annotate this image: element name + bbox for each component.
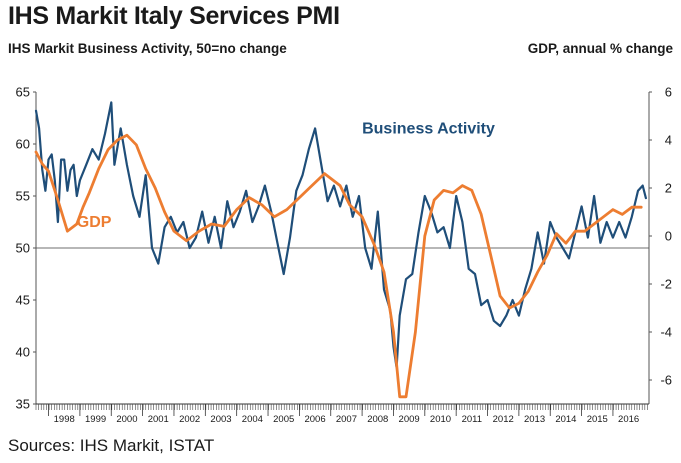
source-note: Sources: IHS Markit, ISTAT xyxy=(8,436,215,455)
chart-title: IHS Markit Italy Services PMI xyxy=(8,2,340,30)
year-label: 2010 xyxy=(430,414,451,425)
year-label: 2004 xyxy=(242,414,263,425)
year-label: 2002 xyxy=(179,414,200,425)
left-tick-label: 35 xyxy=(16,397,30,412)
year-label: 2007 xyxy=(336,414,357,425)
year-label: 2012 xyxy=(493,414,514,425)
year-label: 2003 xyxy=(210,414,231,425)
left-axis-title: IHS Markit Business Activity, 50=no chan… xyxy=(8,41,287,56)
year-label: 2013 xyxy=(524,414,545,425)
year-label: 2005 xyxy=(273,414,294,425)
left-tick-label: 45 xyxy=(16,293,30,308)
right-tick-label: -4 xyxy=(660,325,672,340)
right-tick-label: 4 xyxy=(665,133,672,148)
right-tick-label: -2 xyxy=(660,277,672,292)
right-tick-label: 6 xyxy=(665,85,672,100)
year-label: 2011 xyxy=(462,414,482,425)
series-labels: Business Activity GDP xyxy=(77,121,495,232)
left-tick-label: 40 xyxy=(16,345,30,360)
year-label: 2001 xyxy=(148,414,169,425)
year-label: 2015 xyxy=(587,414,608,425)
year-label: 2009 xyxy=(399,414,420,425)
year-label: 2008 xyxy=(367,414,388,425)
right-tick-label: 0 xyxy=(665,229,672,244)
year-label: 1998 xyxy=(54,414,75,425)
year-label: 1999 xyxy=(85,414,106,425)
gdp-line xyxy=(34,133,643,399)
year-label: 2014 xyxy=(555,414,576,425)
right-tick-label: 2 xyxy=(665,181,672,196)
series-layer xyxy=(34,101,648,399)
left-tick-label: 55 xyxy=(16,189,30,204)
gdp-label: GDP xyxy=(77,214,112,231)
left-tick-label: 60 xyxy=(16,137,30,152)
year-label: 2006 xyxy=(304,414,325,425)
axes: 35 40 45 50 55 60 65 -6 -4 -2 0 2 4 6 1998 1999 2000 2001… xyxy=(16,85,672,426)
left-tick-label: 65 xyxy=(16,85,30,100)
year-label: 2000 xyxy=(116,414,137,425)
right-tick-label: -6 xyxy=(660,373,672,388)
right-axis-title: GDP, annual % change xyxy=(527,41,673,56)
business-activity-label: Business Activity xyxy=(362,121,495,138)
business-activity-line xyxy=(34,101,648,369)
year-label: 2016 xyxy=(618,414,639,425)
left-tick-label: 50 xyxy=(16,241,30,256)
